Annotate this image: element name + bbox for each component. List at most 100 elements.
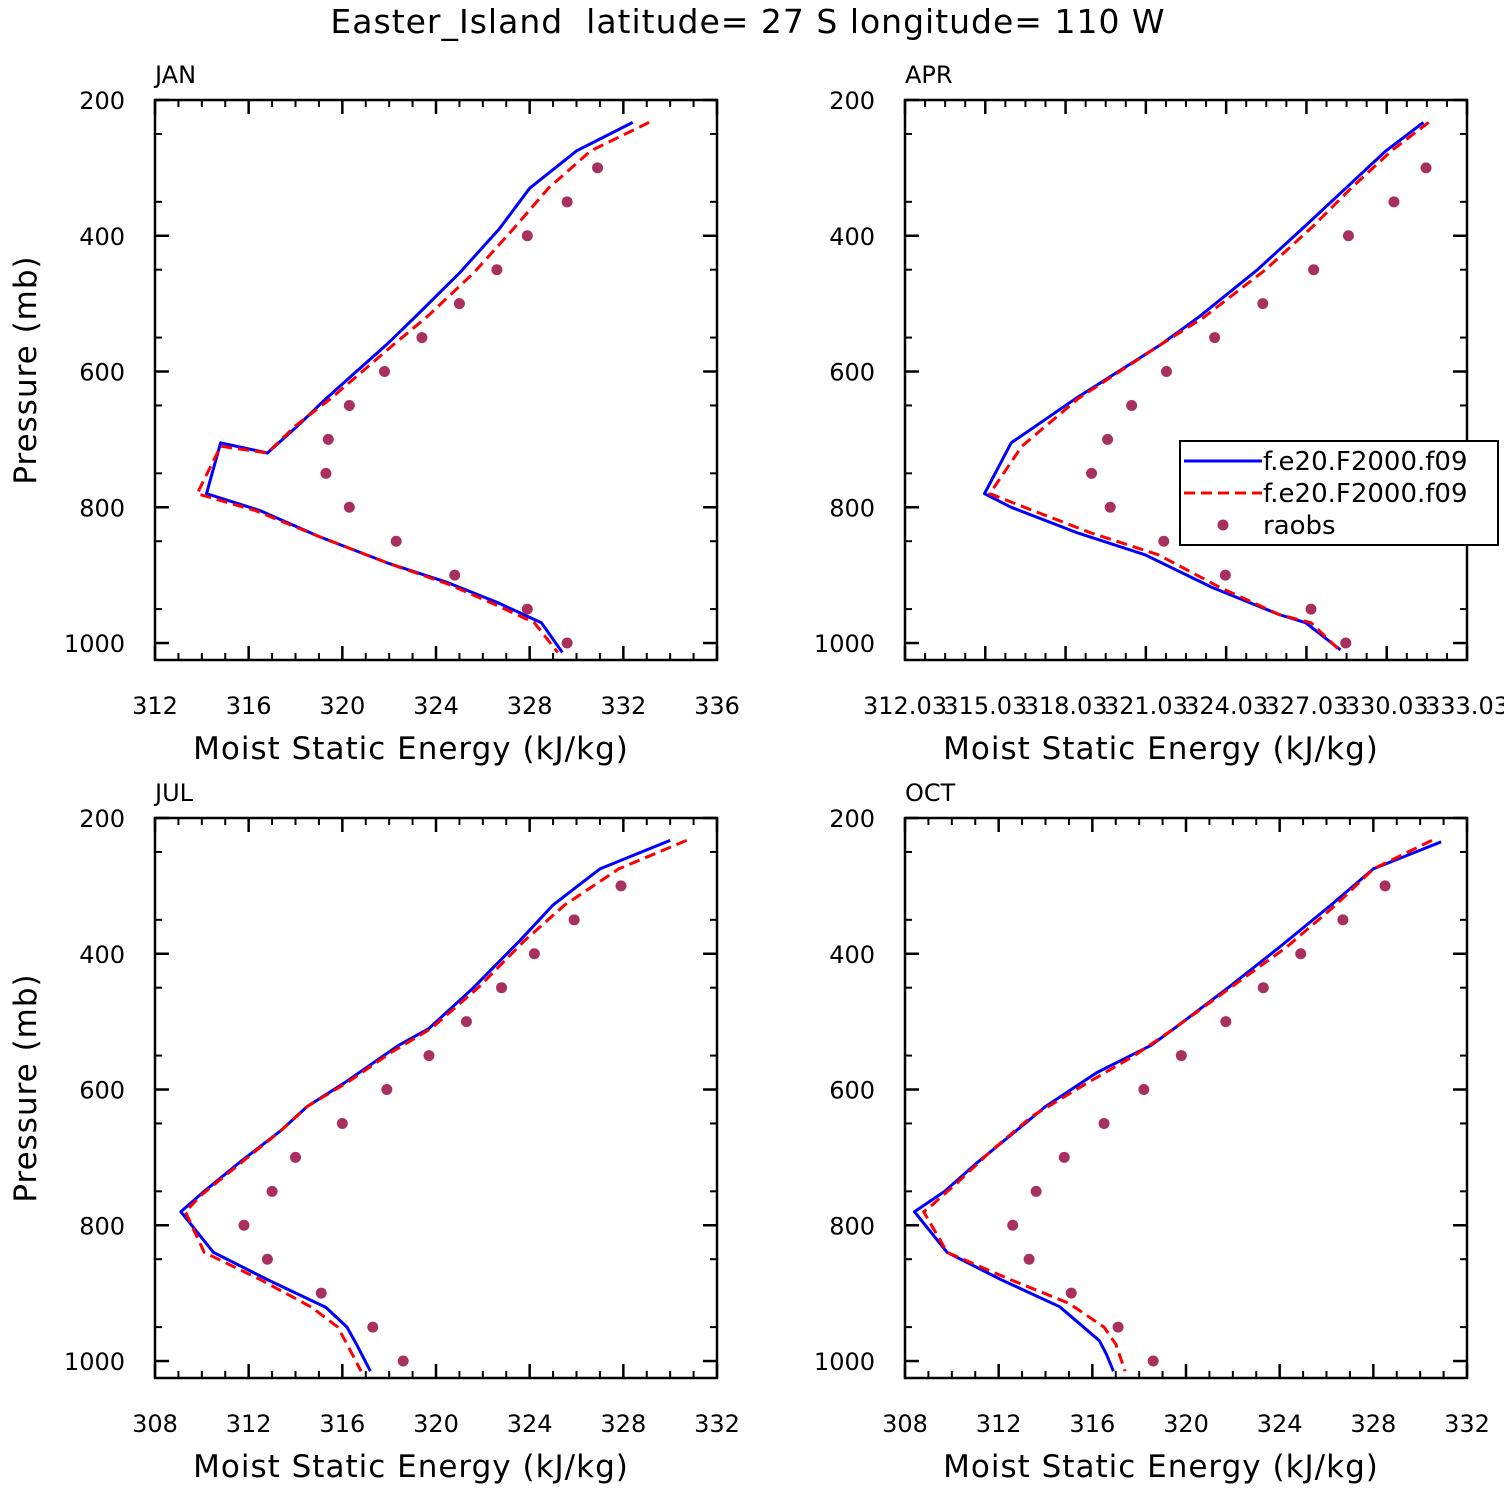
legend-label: raobs xyxy=(1263,511,1336,541)
raobs-point xyxy=(336,1117,348,1129)
raobs-point xyxy=(1220,1016,1232,1028)
x-tick-label: 324 xyxy=(507,1410,553,1438)
series-line-dashed xyxy=(988,121,1430,650)
x-tick-label: 320 xyxy=(1163,1410,1209,1438)
raobs-point xyxy=(1058,1151,1070,1163)
y-tick-label: 600 xyxy=(829,1077,875,1105)
x-tick-label: 321.03 xyxy=(1104,692,1188,720)
y-axis-label: Pressure (mb) xyxy=(8,255,44,484)
series-group xyxy=(179,839,688,1372)
panel-label-apr: APR xyxy=(905,61,953,89)
series-line-dashed xyxy=(922,839,1433,1372)
raobs-point xyxy=(381,1084,393,1096)
raobs-point xyxy=(1379,880,1391,892)
y-tick-label: 800 xyxy=(829,494,875,522)
raobs-point xyxy=(1147,1355,1159,1367)
figure-title: Easter_Island latitude= 27 S longitude= … xyxy=(330,2,1165,41)
raobs-point xyxy=(1102,433,1114,445)
x-tick-label: 320 xyxy=(413,1410,459,1438)
x-tick-label: 315.03 xyxy=(943,692,1027,720)
raobs-point xyxy=(491,264,503,276)
raobs-point xyxy=(1138,1084,1150,1096)
raobs-point xyxy=(1342,230,1354,242)
legend-label: f.e20.F2000.f09 xyxy=(1263,447,1468,477)
y-tick-label: 400 xyxy=(829,223,875,251)
raobs-point xyxy=(1065,1287,1077,1299)
y-tick-label: 1000 xyxy=(64,1348,125,1376)
x-tick-label: 312.03 xyxy=(863,692,947,720)
y-tick-label: 1000 xyxy=(64,630,125,658)
x-tick-label: 336 xyxy=(694,692,740,720)
x-tick-label: 333.03 xyxy=(1425,692,1504,720)
raobs-point xyxy=(416,332,428,344)
raobs-point xyxy=(322,433,334,445)
y-tick-label: 200 xyxy=(79,805,125,833)
raobs-point xyxy=(1257,298,1269,310)
x-tick-label: 332 xyxy=(600,692,646,720)
series-line-dashed xyxy=(195,121,650,654)
x-tick-label: 316 xyxy=(319,1410,365,1438)
y-tick-label: 800 xyxy=(79,1212,125,1240)
y-tick-label: 1000 xyxy=(814,630,875,658)
raobs-point xyxy=(460,1016,472,1028)
raobs-point xyxy=(1388,196,1400,208)
series-group xyxy=(983,121,1432,651)
raobs-point xyxy=(397,1355,409,1367)
raobs-point xyxy=(528,948,540,960)
series-group xyxy=(195,121,650,654)
x-tick-label: 324 xyxy=(413,692,459,720)
y-tick-label: 800 xyxy=(79,494,125,522)
x-tick-label: 327.03 xyxy=(1264,692,1348,720)
y-tick-label: 200 xyxy=(829,805,875,833)
raobs-point xyxy=(1023,1253,1035,1265)
y-tick-label: 800 xyxy=(829,1212,875,1240)
plot-frame xyxy=(903,816,1469,1380)
raobs-point xyxy=(320,467,332,479)
y-axis-label: Pressure (mb) xyxy=(8,973,44,1202)
panel-label-jan: JAN xyxy=(153,61,196,89)
raobs-point xyxy=(266,1185,278,1197)
y-tick-label: 400 xyxy=(79,941,125,969)
raobs-point xyxy=(238,1219,250,1231)
plot-frame xyxy=(153,816,719,1380)
raobs-point xyxy=(1158,535,1170,547)
series-line-solid xyxy=(179,839,671,1372)
y-tick-label: 600 xyxy=(79,359,125,387)
panel-oct: OCT 308 312 316 320 324 328 332 Moist Static Ene… xyxy=(814,779,1490,1485)
x-axis-label: Moist Static Energy (kJ/kg) xyxy=(943,731,1379,767)
x-tick-label: 316 xyxy=(1069,1410,1115,1438)
y-tick-label: 400 xyxy=(829,941,875,969)
x-tick-label: 312 xyxy=(226,1410,272,1438)
x-tick-label: 328 xyxy=(507,692,553,720)
raobs-point xyxy=(521,230,533,242)
y-tick-label: 200 xyxy=(829,87,875,115)
x-tick-label: 318.03 xyxy=(1024,692,1108,720)
raobs-point xyxy=(592,162,604,174)
raobs-point xyxy=(1209,332,1221,344)
x-tick-label: 312 xyxy=(976,1410,1022,1438)
x-tick-label: 320 xyxy=(319,692,365,720)
panel-label-jul: JUL xyxy=(153,779,194,807)
raobs-point xyxy=(1295,948,1307,960)
series-line-solid xyxy=(912,840,1442,1372)
x-tick-label: 324.03 xyxy=(1184,692,1268,720)
y-tick-label: 600 xyxy=(79,1077,125,1105)
raobs-point xyxy=(1126,399,1138,411)
raobs-point xyxy=(1257,982,1269,994)
raobs-point xyxy=(390,535,402,547)
y-tick-label: 200 xyxy=(79,87,125,115)
x-axis-label: Moist Static Energy (kJ/kg) xyxy=(943,1449,1379,1485)
legend-marker xyxy=(1217,519,1229,531)
raobs-point xyxy=(1308,264,1320,276)
raobs-point xyxy=(1104,501,1116,513)
raobs-point xyxy=(1305,603,1317,615)
raobs-point xyxy=(378,366,390,378)
raobs-point xyxy=(423,1050,435,1062)
raobs-point xyxy=(315,1287,327,1299)
raobs-point xyxy=(561,196,573,208)
panels: JAN 312 316 320 324 328 332 336 Moist Static Ene… xyxy=(8,61,1504,1485)
raobs-point xyxy=(496,982,508,994)
raobs-point xyxy=(1160,366,1172,378)
